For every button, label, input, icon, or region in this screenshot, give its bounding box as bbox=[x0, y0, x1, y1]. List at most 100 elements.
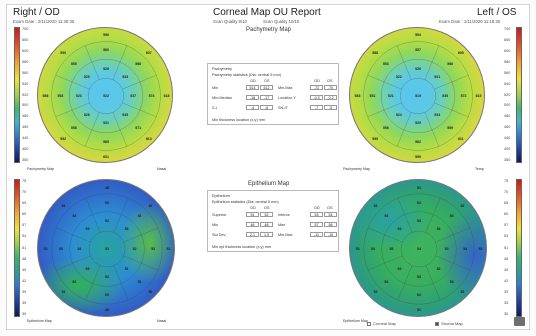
epithelium-scale-right-ticks: 75 70 65 60 57 54 51 48 45 42 39 35 30 bbox=[504, 179, 516, 317]
scale-tick-label: 500 bbox=[22, 103, 29, 108]
epithelium-os-zone-grid bbox=[363, 193, 475, 305]
epithelium-stat-value-od: 2.1 bbox=[246, 232, 259, 237]
pachymetry-stat-value-od: -0.3 bbox=[310, 95, 323, 100]
pachymetry-os-value-label: 599 bbox=[415, 154, 421, 159]
pachymetry-os-value-label: 526 bbox=[415, 66, 421, 71]
epithelium-od-value-label: 53 bbox=[105, 247, 109, 251]
epithelium-od-nasal: Nasal bbox=[157, 319, 167, 323]
scan-quality-right: Scan Quality 10/10 bbox=[263, 19, 300, 24]
pachymetry-os-value-label: 588 bbox=[372, 51, 379, 56]
epithelium-os-zone-ring bbox=[363, 193, 475, 305]
epithelium-os-value-label: 54 bbox=[397, 266, 402, 271]
scale-tick-label: 54 bbox=[22, 234, 27, 239]
epithelium-scale-left-ticks: 75 70 65 60 57 54 51 48 45 42 39 35 30 bbox=[22, 179, 34, 317]
scale-tick-label: 48 bbox=[504, 256, 509, 261]
epithelium-os-value-label: 54 bbox=[397, 227, 402, 232]
corneal-map-checkbox[interactable] bbox=[367, 321, 371, 326]
pachymetry-panel-footer: Min thickness location (x,y) mm bbox=[212, 118, 265, 122]
scale-tick-label: 580 bbox=[504, 59, 511, 64]
pachymetry-stat-row-label: Min-Median bbox=[212, 96, 232, 100]
epithelium-col-od-a: OD bbox=[250, 206, 256, 210]
epithelium-panel-sub: Epithelium statistics (Dia: central 5 mm… bbox=[212, 200, 279, 204]
epithelium-stat-value-od: 57 bbox=[310, 222, 323, 227]
epithelium-od-sector-line bbox=[123, 227, 159, 243]
scale-tick-label: 650 bbox=[22, 37, 29, 42]
pachymetry-map-od[interactable]: 522 528 533 537 535 531 526 523 525 560 568 574 571 5… bbox=[37, 27, 173, 163]
epithelium-od-caption: Epithelium Map bbox=[27, 319, 52, 323]
scale-tick-label: 600 bbox=[22, 48, 29, 53]
epithelium-od-value-label: 50 bbox=[148, 290, 153, 295]
pachymetry-stat-value-os: -6 bbox=[260, 105, 273, 110]
pachymetry-os-value-label: 534 bbox=[434, 113, 441, 118]
stroma-map-toggle[interactable]: Stroma Map bbox=[435, 321, 463, 326]
epithelium-od-value-label: 53 bbox=[85, 266, 90, 271]
pachymetry-os-value-label: 566 bbox=[447, 61, 454, 66]
epithelium-od-value-label: 53 bbox=[85, 227, 90, 232]
epithelium-map-os[interactable]: 54 53 54 53 52 53 54 55 54 52 53 54 53 52 53 54 53 51 52 53… bbox=[349, 179, 487, 317]
pachymetry-os-value-label: 605 bbox=[457, 51, 464, 56]
scale-tick-label: 60 bbox=[504, 212, 509, 217]
epithelium-stat-row-label: Inferior bbox=[278, 213, 290, 217]
pachymetry-os-zone-ring bbox=[381, 59, 455, 133]
epithelium-od-value-label: 52 bbox=[105, 274, 109, 279]
epithelium-od-zone-ring bbox=[88, 230, 126, 268]
scale-tick-label: 440 bbox=[22, 136, 29, 141]
pachymetry-od-value-label: 618 bbox=[163, 94, 170, 98]
scale-tick-label: 30 bbox=[22, 312, 27, 316]
epithelium-map-od[interactable]: 53 52 53 52 51 52 53 54 53 50 51 52 51 50 52 53 52 48 49 51… bbox=[37, 179, 175, 317]
pachymetry-od-value-label: 535 bbox=[122, 113, 129, 118]
export-icon[interactable] bbox=[514, 317, 525, 326]
pachymetry-panel-sub: Pachymetry statistics (Dia: central 5 mm… bbox=[212, 73, 281, 77]
scale-tick-label: 51 bbox=[22, 245, 27, 250]
scale-tick-label: 60 bbox=[22, 212, 27, 217]
epithelium-os-value-label: 51 bbox=[417, 308, 421, 313]
epithelium-os-value-label: 53 bbox=[355, 247, 360, 251]
epithelium-os-value-label: 53 bbox=[478, 247, 483, 251]
pachymetry-col-od-a: OD bbox=[250, 79, 256, 83]
pachymetry-os-sector-line bbox=[367, 74, 402, 90]
pachymetry-os-sector-line bbox=[396, 112, 412, 147]
epithelium-col-os-b: OS bbox=[327, 206, 333, 210]
stroma-map-checkbox[interactable] bbox=[435, 321, 439, 326]
left-eye-label: Right / OD bbox=[13, 7, 60, 18]
pachymetry-od-zone-grid bbox=[51, 41, 161, 151]
pachymetry-os-temp: Temp bbox=[475, 167, 484, 171]
epithelium-od-sector-line bbox=[113, 265, 129, 301]
epithelium-os-value-label: 54 bbox=[370, 247, 375, 251]
pachymetry-os-value-label: 521 bbox=[387, 94, 394, 98]
scale-tick-label: 30 bbox=[504, 312, 509, 316]
pachymetry-od-value-label: 568 bbox=[135, 61, 142, 66]
scale-tick-label: 48 bbox=[22, 256, 27, 261]
pachymetry-od-sector-line bbox=[55, 74, 90, 90]
pachymetry-od-sector-line bbox=[112, 112, 128, 147]
scale-tick-label: 75 bbox=[504, 179, 509, 183]
pachymetry-os-value-label: 594 bbox=[415, 33, 421, 38]
pachymetry-os-value-label: 583 bbox=[354, 94, 361, 98]
epithelium-os-value-label: 53 bbox=[449, 214, 454, 219]
pachymetry-stat-value-od: -72 bbox=[310, 85, 323, 90]
pachymetry-stats-panel: Pachymetry Pachymetry statistics (Dia: c… bbox=[207, 63, 339, 125]
epithelium-stats-panel: Epithelium Epithelium statistics (Dia: c… bbox=[207, 190, 339, 252]
scale-tick-label: 440 bbox=[504, 136, 511, 141]
epithelium-od-value-label: 53 bbox=[124, 227, 129, 232]
pachymetry-os-value-label: 615 bbox=[475, 94, 482, 98]
epithelium-os-value-label: 52 bbox=[417, 200, 421, 205]
scale-tick-label: 480 bbox=[504, 114, 511, 119]
stroma-map-toggle-label: Stroma Map bbox=[441, 321, 463, 326]
scale-tick-label: 560 bbox=[504, 70, 511, 75]
epithelium-os-sector-line bbox=[425, 197, 441, 233]
pachymetry-os-value-label: 519 bbox=[415, 94, 421, 98]
pachymetry-scale-left-ticks: 700 650 600 580 560 540 520 500 480 460 440 400 350 bbox=[22, 27, 34, 163]
epithelium-col-od-b: OD bbox=[314, 206, 320, 210]
pachymetry-stat-value-od: -7 bbox=[310, 105, 323, 110]
scale-tick-label: 70 bbox=[22, 190, 27, 195]
scale-tick-label: 35 bbox=[504, 300, 509, 305]
pachymetry-map-os[interactable]: 519 526 531 535 534 529 524 521 522 557 566 572 569 5… bbox=[349, 27, 485, 163]
scale-tick-label: 460 bbox=[22, 125, 29, 130]
epithelium-stat-value-os: 54 bbox=[324, 212, 337, 217]
epithelium-od-value-label: 52 bbox=[132, 247, 137, 251]
scale-tick-label: 45 bbox=[504, 267, 509, 272]
pachymetry-os-zone-ring bbox=[400, 78, 436, 114]
corneal-map-toggle[interactable]: Corneal Map bbox=[367, 321, 396, 326]
pachymetry-stat-value-os: -70 bbox=[324, 85, 337, 90]
